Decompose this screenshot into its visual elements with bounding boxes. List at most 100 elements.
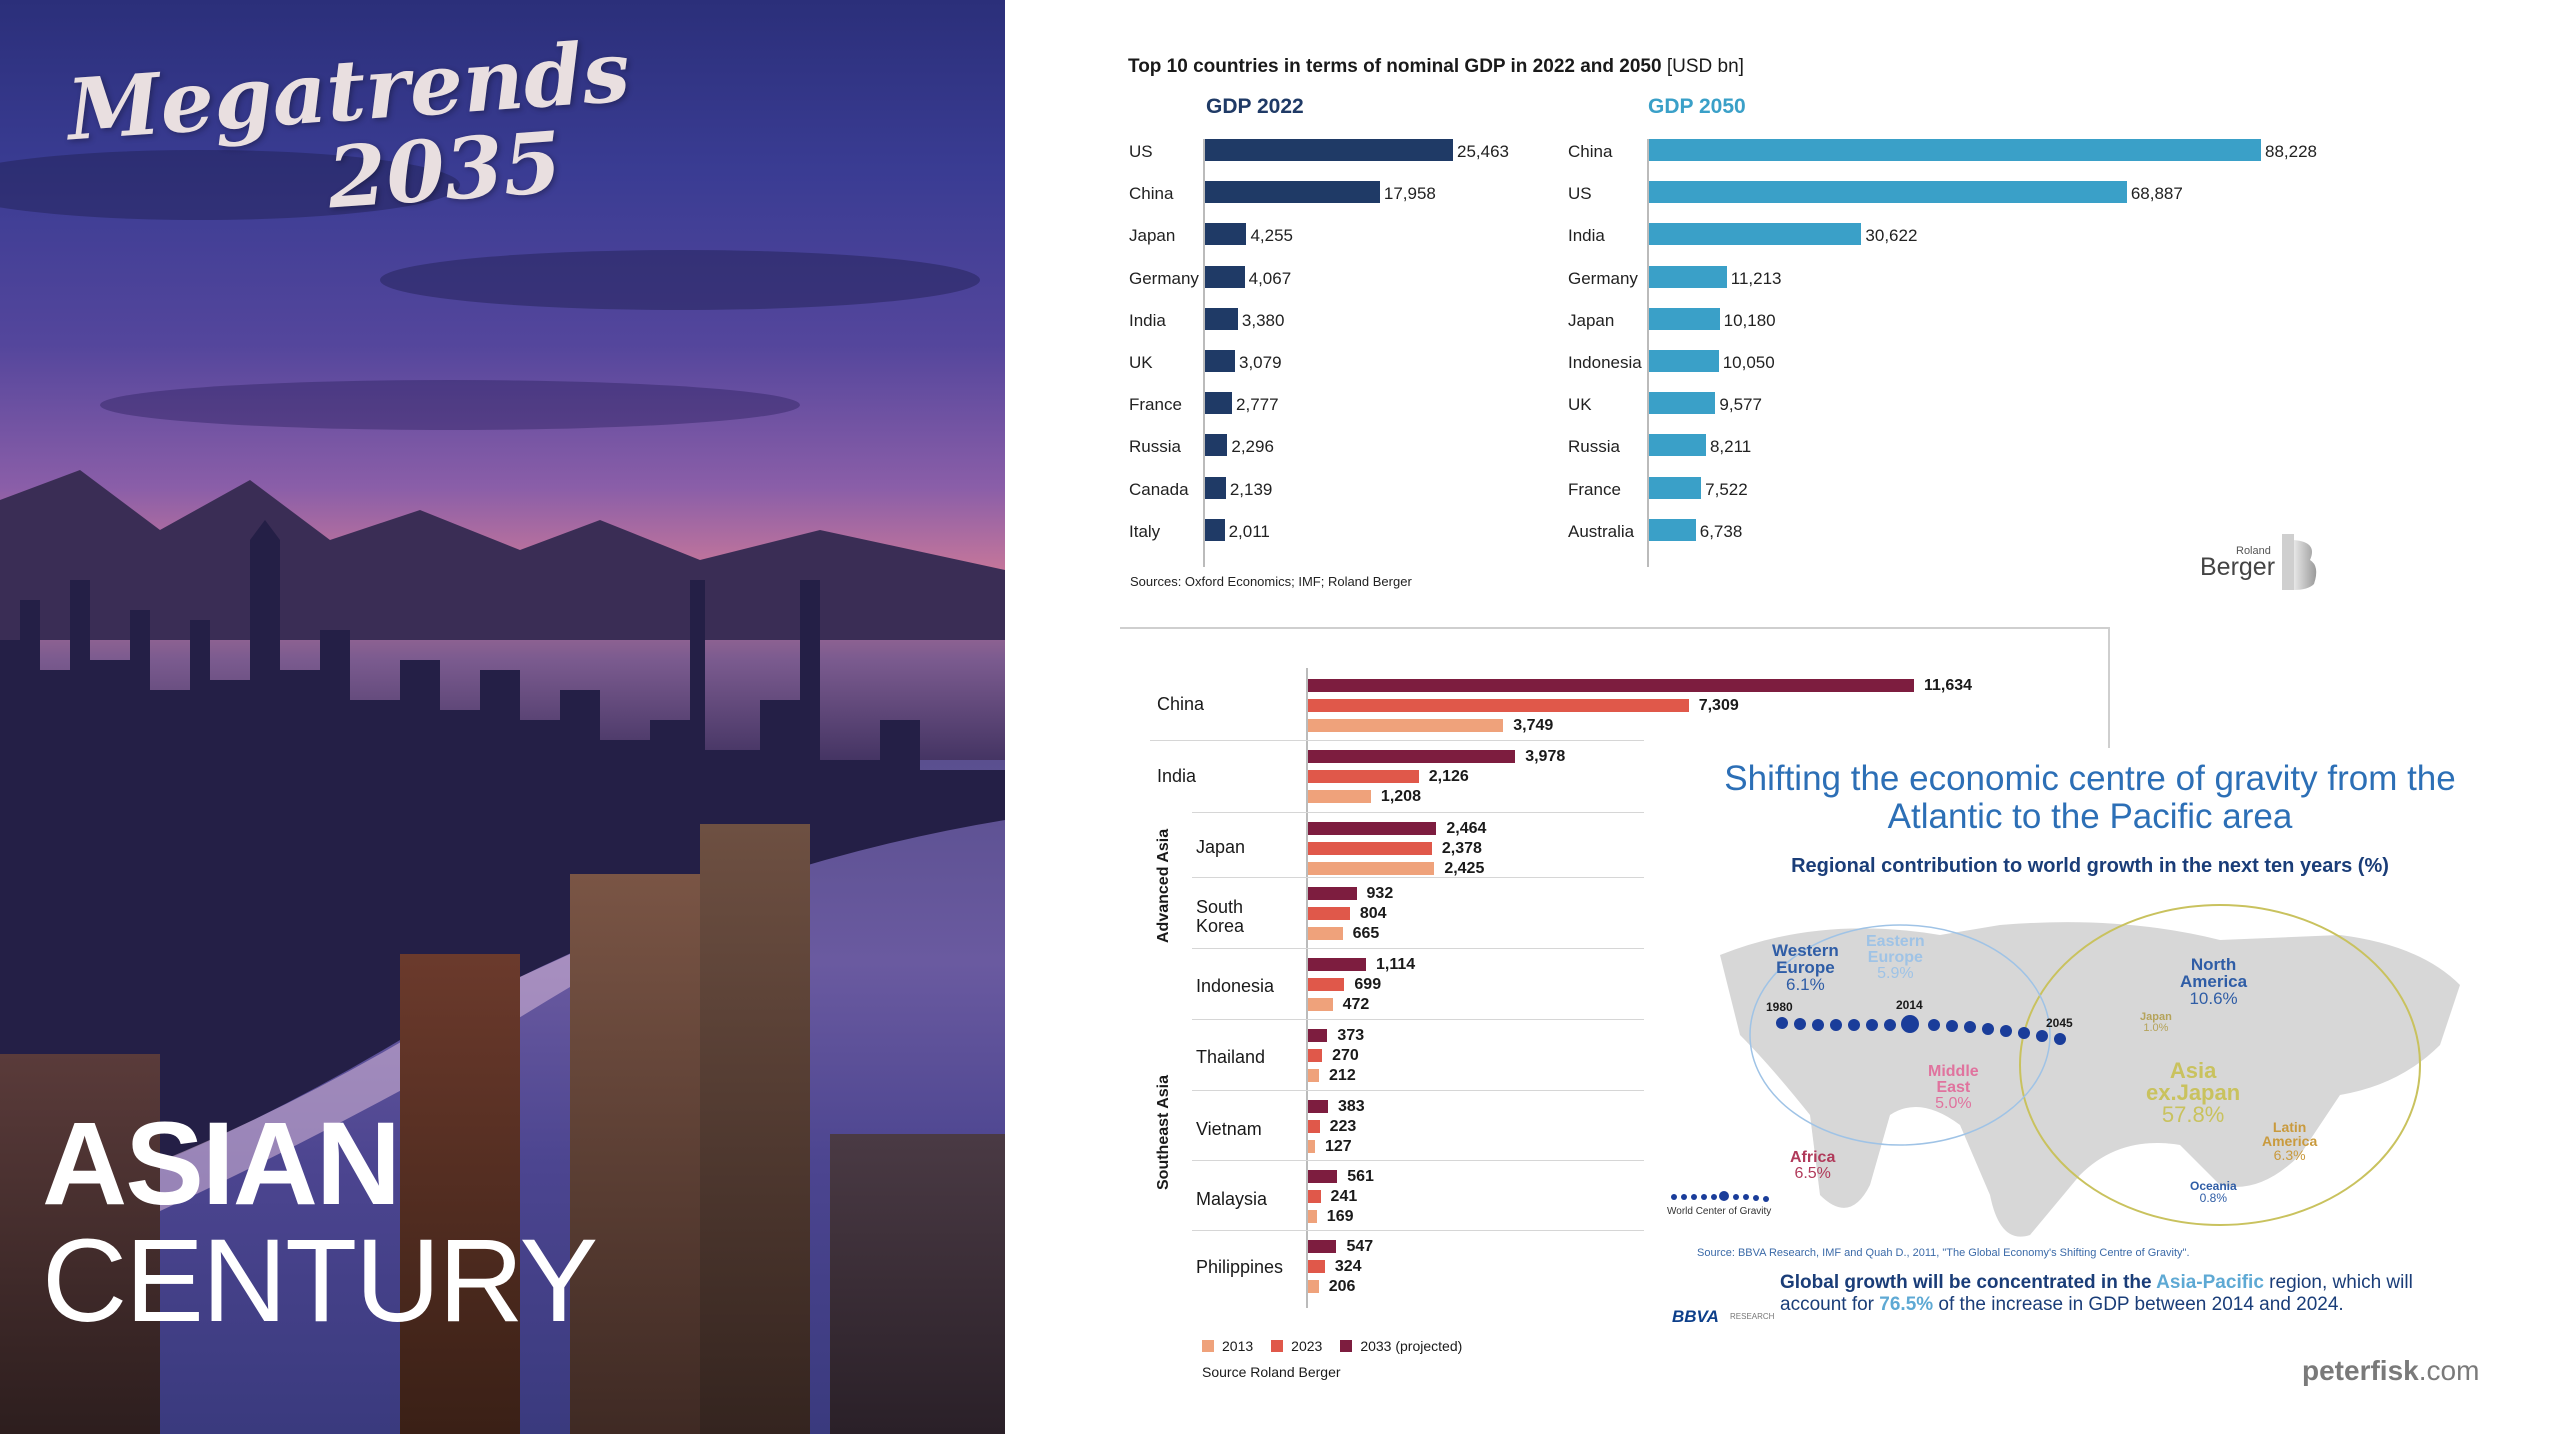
- headline-century: CENTURY: [42, 1215, 598, 1347]
- bar-2050: [1649, 392, 1716, 415]
- value-label-2023: 223: [1329, 1118, 1357, 1135]
- cloud-shape: [0, 150, 460, 220]
- region-value: 6.1%: [1786, 975, 1825, 994]
- bar-2022: [1205, 350, 1235, 372]
- bar-2022: [1205, 307, 1238, 330]
- value-label-2050: 10,050: [1722, 353, 1775, 372]
- bar-2013: [1308, 1140, 1315, 1153]
- cloud-shape: [100, 380, 800, 430]
- country-label-2050: Australia: [1568, 521, 1635, 541]
- roland-berger-logo: Berger: [2200, 553, 2276, 581]
- bar-2050: [1649, 476, 1702, 499]
- bar-2013: [1308, 1280, 1319, 1293]
- country-label-asia: India: [1157, 766, 1197, 786]
- bar-2022: [1205, 518, 1225, 541]
- tower-building: [700, 824, 810, 1434]
- bottom-chart-source: Source Roland Berger: [1202, 1364, 1341, 1380]
- headline-asian: ASIAN: [42, 1098, 401, 1230]
- value-label-2050: 88,228: [2265, 142, 2317, 161]
- country-label-2022: Japan: [1129, 226, 1176, 246]
- value-label-2023: 699: [1354, 976, 1382, 993]
- country-label-2050: France: [1568, 479, 1621, 499]
- bar-2023: [1308, 770, 1419, 783]
- region-name-line: America: [2180, 972, 2248, 991]
- region-label: AfricaAfrica6.5%: [1790, 1150, 1835, 1182]
- footer-highlight-percent: 76.5%: [1879, 1294, 1934, 1315]
- value-label-2033: 932: [1366, 885, 1394, 902]
- bar-2033: [1308, 1100, 1328, 1113]
- country-label-2050: Germany: [1568, 268, 1638, 288]
- region-label: JapanJapan1.0%: [2140, 1012, 2172, 1034]
- gravity-legend-label: World Center of Gravity: [1667, 1206, 1772, 1217]
- country-label-2022: UK: [1129, 353, 1153, 372]
- value-label-2022: 3,079: [1238, 353, 1282, 372]
- region-name-line: North: [2190, 955, 2237, 974]
- value-label-2033: 1,114: [1376, 956, 1416, 973]
- bar-2023: [1308, 978, 1345, 991]
- country-label-2022: Canada: [1129, 479, 1189, 499]
- value-label-2022: 17,958: [1383, 184, 1436, 204]
- bar-2050: [1649, 434, 1706, 457]
- top-chart-title-text: Top 10 countries in terms of nominal GDP…: [1128, 56, 1662, 77]
- legend-swatch: [1202, 1340, 1214, 1352]
- watermark-domain: .com: [2418, 1355, 2480, 1386]
- bar-2013: [1308, 1069, 1320, 1082]
- value-label-2033: 3,978: [1525, 748, 1566, 765]
- region-name-line: Oceania: [2190, 1179, 2237, 1193]
- country-label-2050: UK: [1568, 395, 1592, 415]
- value-label-2050: 9,577: [1719, 395, 1762, 415]
- country-label-2022: Germany: [1129, 268, 1199, 288]
- cloud-shape: [380, 250, 980, 310]
- region-name-line: Middle: [1928, 1063, 1979, 1080]
- world-map: [1720, 904, 2460, 1237]
- value-label-2023: 2,126: [1428, 768, 1469, 785]
- bar-2033: [1308, 1170, 1338, 1183]
- gdp-2050-heading: GDP 2050: [1648, 95, 1746, 118]
- bar-2023: [1308, 1260, 1325, 1273]
- region-name-line: East: [1936, 1079, 1971, 1096]
- country-label-asia: Philippines: [1196, 1257, 1284, 1277]
- row-separator: [1192, 812, 1644, 813]
- bottom-axis-line: [1306, 668, 1308, 1308]
- country-label-2022: China: [1129, 184, 1174, 204]
- value-label-2022: 2,777: [1236, 395, 1279, 415]
- megatrends-title: Megatrends 2035: [64, 21, 633, 239]
- map-subtitle: Regional contribution to world growth in…: [1791, 855, 2389, 877]
- value-label-2022: 4,067: [1248, 268, 1292, 288]
- section-divider: [1120, 627, 2110, 629]
- legend-item: 2013: [1202, 1338, 1253, 1354]
- value-label-2023: 241: [1330, 1188, 1358, 1205]
- legend-label: 2033 (projected): [1360, 1338, 1463, 1354]
- legend-swatch: [1340, 1340, 1353, 1352]
- country-label-asia: South Korea: [1196, 897, 1245, 936]
- country-label-2050: Russia: [1568, 437, 1620, 457]
- roland-berger-logo-small: Roland: [2236, 545, 2271, 557]
- legend-item: 2033 (projected): [1340, 1338, 1462, 1354]
- bar-2050: [1649, 181, 2127, 204]
- region-name-line: Eastern: [1866, 933, 1925, 950]
- bar-2013: [1308, 862, 1435, 875]
- year-label-2014: 2014: [1896, 998, 1923, 1012]
- region-name-line: Europe: [1776, 958, 1835, 977]
- bar-2022: [1205, 434, 1228, 457]
- bbva-logo: BBVA: [1672, 1307, 1719, 1326]
- region-label: OceaniaOceania0.8%: [2190, 1180, 2237, 1204]
- value-label-2033: 561: [1347, 1168, 1374, 1185]
- region-value: 5.0%: [1935, 1095, 1972, 1112]
- footer-part-e: of the increase in GDP between 2014 and …: [1933, 1294, 2344, 1315]
- row-separator: [1192, 1230, 1644, 1231]
- tower-building: [400, 954, 520, 1434]
- bar-2023: [1308, 1049, 1323, 1062]
- bar-2022: [1205, 223, 1247, 246]
- bar-2022: [1205, 181, 1380, 204]
- region-label: North AmericaNorthAmerica10.6%: [2180, 956, 2247, 1007]
- tower-building: [570, 874, 700, 1434]
- value-label-2023: 2,378: [1441, 840, 1482, 857]
- bbva-logo-sub: RESEARCH: [1730, 1312, 1775, 1321]
- value-label-2050: 8,211: [1709, 437, 1752, 457]
- value-label-2033: 2,464: [1446, 820, 1487, 837]
- bar-2033: [1308, 822, 1437, 835]
- bar-2013: [1308, 998, 1333, 1011]
- tower-building: [830, 1134, 1005, 1434]
